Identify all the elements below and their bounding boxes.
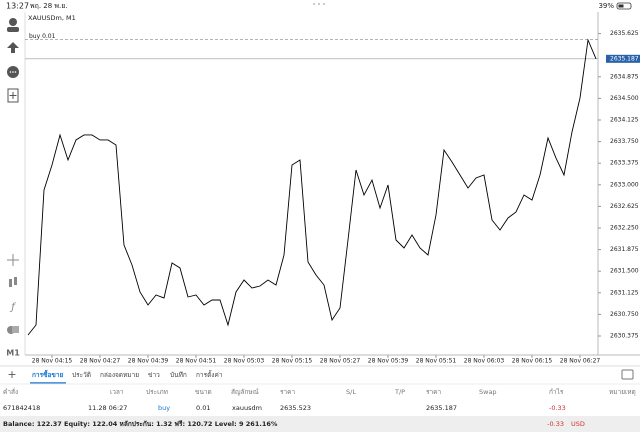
trade-icon[interactable] (7, 42, 19, 53)
column-header: ราคา (426, 388, 441, 396)
column-header: เวลา (110, 388, 124, 396)
tab[interactable]: บันทึก (170, 371, 187, 379)
x-tick-label: 28 Nov 04:27 (80, 358, 121, 365)
x-tick-label: 28 Nov 05:27 (320, 358, 361, 365)
column-header: ราคา (280, 388, 295, 396)
trade-table: คำสั่ง เวลา ประเภท ขนาด สัญลักษณ์ ราคา S/L T/P ร… (3, 387, 636, 412)
currency: USD (571, 420, 585, 428)
function-icon[interactable]: ƒ (9, 302, 16, 313)
y-tick-label: 2630.750 (610, 311, 639, 318)
timeframe-button[interactable]: M1 (6, 349, 20, 358)
battery-icon (616, 2, 632, 10)
column-header: T/P (394, 388, 405, 396)
column-header: คำสั่ง (3, 387, 18, 396)
crosshair-icon[interactable] (7, 254, 19, 266)
x-tick-label: 28 Nov 04:39 (128, 358, 169, 365)
account-summary: Balance: 122.37 Equity: 122.04 หลักประกั… (3, 420, 278, 428)
top-dots (313, 3, 325, 5)
y-tick-label: 2633.000 (610, 181, 639, 188)
chart: XAUUSDm, M1 2630.375 2630.750 2631.125 2631… (24, 12, 640, 365)
cell-current-price: 2635.187 (426, 404, 457, 412)
tab[interactable]: ประวัติ (72, 371, 91, 379)
footer-bar (0, 416, 640, 432)
tab[interactable]: การซื้อขาย (32, 369, 63, 379)
x-tick-label: 28 Nov 05:39 (368, 358, 409, 365)
x-tick-label: 28 Nov 06:03 (464, 358, 505, 365)
battery-level (618, 4, 624, 8)
tab[interactable]: การตั้งค่า (196, 370, 223, 379)
column-header: หมายเหตุ (609, 388, 636, 396)
add-button[interactable]: + (7, 368, 16, 381)
y-tick-label: 2634.125 (610, 116, 639, 123)
column-header: สัญลักษณ์ (231, 388, 259, 396)
order-line-label: buy 0.01 (29, 33, 56, 40)
y-tick-label: 2633.375 (610, 160, 639, 167)
column-header: S/L (346, 388, 356, 396)
new-chart-icon[interactable] (7, 88, 19, 103)
status-date: พฤ. 28 พ.ย. (30, 2, 68, 10)
y-tick-label: 2634.500 (610, 95, 639, 102)
y-tick-label: 2631.500 (610, 268, 639, 275)
cell-volume: 0.01 (196, 404, 210, 412)
cell-profit: -0.33 (549, 404, 566, 412)
bid-tag-label: 2635.187 (610, 55, 639, 62)
tabs: การซื้อขาย ประวัติ กล่องจดหมาย ข่าว บันทึก กา… (30, 369, 223, 384)
cell-time: 11.28 06:27 (88, 404, 127, 412)
cell-ticket: 671842418 (3, 404, 40, 412)
y-tick-label: 2632.625 (610, 203, 639, 210)
y-tick-label: 2632.250 (610, 224, 639, 231)
expand-icon[interactable] (621, 369, 634, 380)
column-header: ขนาด (195, 388, 212, 396)
indicators-icon[interactable] (9, 277, 17, 287)
toolbar: ƒ (7, 18, 19, 334)
cell-type: buy (158, 404, 170, 412)
account-icon[interactable] (7, 18, 19, 32)
column-header: Swap (479, 388, 497, 396)
y-tick-label: 2631.125 (610, 289, 639, 296)
bid-tag (606, 54, 640, 63)
chart-title: XAUUSDm, M1 (28, 14, 76, 22)
chat-icon[interactable] (7, 66, 19, 78)
x-tick-label: 28 Nov 06:27 (560, 358, 601, 365)
x-tick-label: 28 Nov 05:15 (272, 358, 313, 365)
x-tick-label: 28 Nov 05:51 (416, 358, 457, 365)
x-tick-label: 28 Nov 04:15 (32, 358, 73, 365)
x-tick-label: 28 Nov 04:51 (176, 358, 217, 365)
status-battery: 39% (598, 2, 614, 10)
objects-icon[interactable] (7, 326, 19, 334)
price-line (27, 38, 597, 336)
column-header: ประเภท (146, 388, 168, 396)
y-tick-label: 2635.625 (610, 30, 639, 37)
total-profit: -0.33 (547, 420, 564, 428)
y-tick-label: 2633.750 (610, 138, 639, 145)
x-tick-label: 28 Nov 06:15 (512, 358, 553, 365)
column-header: กำไร (549, 388, 564, 396)
y-tick-label: 2634.875 (610, 73, 639, 80)
tab[interactable]: ข่าว (148, 371, 160, 379)
tab[interactable]: กล่องจดหมาย (100, 371, 139, 379)
status-time: 13:27 (6, 2, 29, 11)
x-tick-label: 28 Nov 05:03 (224, 358, 265, 365)
y-tick-label: 2631.875 (610, 246, 639, 253)
y-tick-label: 2630.375 (610, 332, 639, 339)
cell-symbol: xauusdm (232, 404, 262, 412)
cell-open-price: 2635.523 (280, 404, 311, 412)
